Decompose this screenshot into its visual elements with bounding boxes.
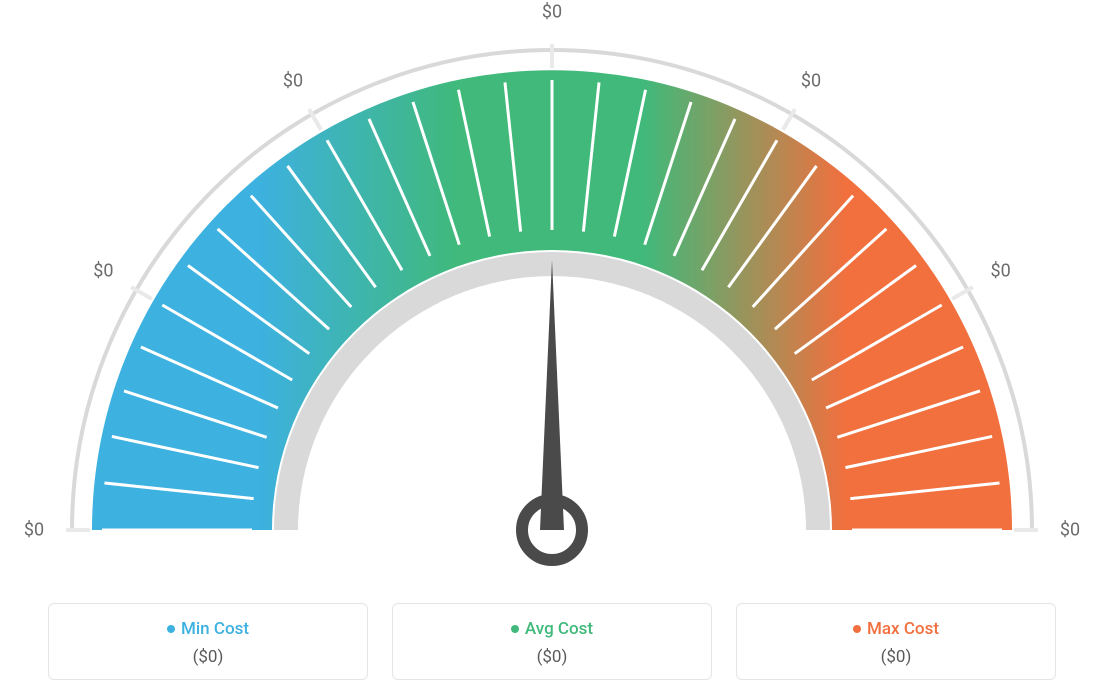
legend-dot-min (167, 625, 175, 633)
legend-dot-avg (511, 625, 519, 633)
gauge-svg (0, 0, 1104, 570)
gauge-area: $0 $0 $0 $0 $0 $0 $0 (0, 0, 1104, 570)
legend-label-max: Max Cost (867, 619, 939, 639)
legend-card-max: Max Cost ($0) (736, 603, 1056, 680)
gauge-tick-label: $0 (93, 261, 113, 282)
gauge-tick-label: $0 (801, 71, 821, 92)
legend-label-min: Min Cost (181, 619, 249, 639)
legend-label-avg: Avg Cost (525, 619, 593, 639)
legend-value-avg: ($0) (403, 647, 701, 667)
gauge-tick-label: $0 (1060, 520, 1080, 541)
legend-card-avg: Avg Cost ($0) (392, 603, 712, 680)
legend-row: Min Cost ($0) Avg Cost ($0) Max Cost ($0… (0, 603, 1104, 680)
gauge-tick-label: $0 (990, 261, 1010, 282)
legend-title-max: Max Cost (853, 619, 939, 639)
legend-title-min: Min Cost (167, 619, 249, 639)
legend-value-min: ($0) (59, 647, 357, 667)
gauge-tick-label: $0 (283, 71, 303, 92)
legend-value-max: ($0) (747, 647, 1045, 667)
legend-dot-max (853, 625, 861, 633)
legend-title-avg: Avg Cost (511, 619, 593, 639)
gauge-tick-label: $0 (542, 2, 562, 23)
gauge-tick-label: $0 (24, 520, 44, 541)
legend-card-min: Min Cost ($0) (48, 603, 368, 680)
gauge-chart-container: $0 $0 $0 $0 $0 $0 $0 Min Cost ($0) Avg Cost ($… (0, 0, 1104, 690)
